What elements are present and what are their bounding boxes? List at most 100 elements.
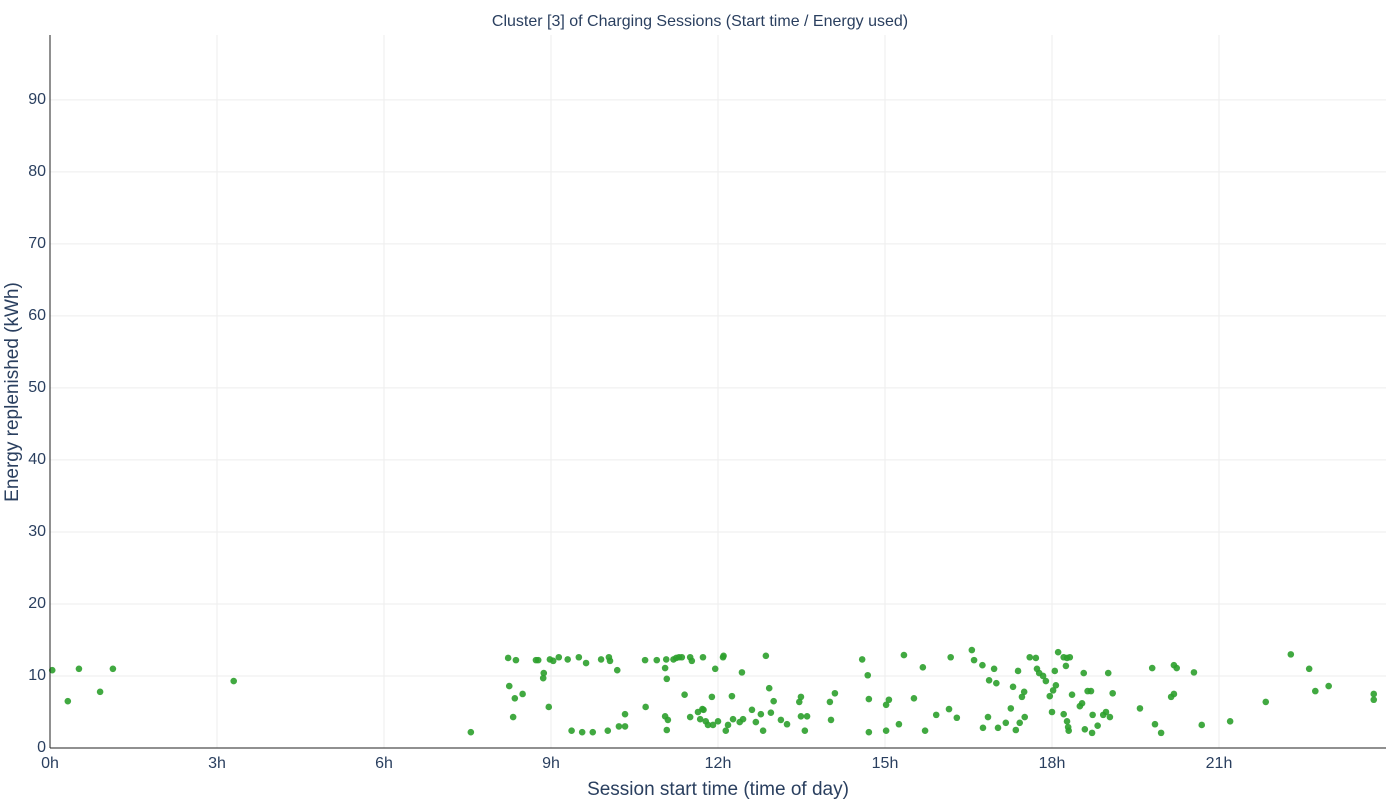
point: [1060, 710, 1067, 718]
point: [1170, 690, 1178, 698]
point: [1312, 687, 1319, 695]
point: [1046, 692, 1054, 700]
point: [1226, 718, 1234, 725]
point: [575, 653, 583, 661]
point: [582, 659, 590, 667]
point: [230, 677, 237, 685]
point: [729, 715, 737, 723]
point: [661, 664, 669, 672]
point: [865, 695, 873, 703]
point: [985, 677, 993, 684]
point: [826, 698, 834, 706]
point: [1066, 653, 1074, 661]
point: [993, 679, 1000, 687]
point: [1009, 683, 1017, 691]
point: [621, 723, 629, 730]
point: [979, 661, 986, 669]
point: [549, 657, 557, 665]
point: [728, 692, 736, 700]
point: [642, 703, 649, 711]
point: [994, 724, 1002, 732]
point: [968, 646, 976, 654]
point: [770, 697, 777, 705]
point: [711, 665, 719, 673]
point: [615, 723, 623, 730]
point: [696, 715, 704, 723]
point: [1173, 664, 1180, 672]
point: [1370, 690, 1378, 698]
point: [1048, 708, 1056, 716]
point: [1039, 672, 1047, 680]
point: [1021, 713, 1029, 721]
point: [762, 652, 770, 660]
point: [75, 665, 83, 673]
point: [953, 714, 961, 722]
point: [534, 656, 542, 664]
point: [882, 701, 890, 709]
point: [831, 689, 839, 697]
x-tick-label: 9h: [542, 755, 560, 772]
y-tick-label: 60: [28, 307, 46, 324]
point: [519, 690, 526, 698]
point: [1026, 653, 1034, 661]
point: [864, 671, 872, 679]
point: [568, 727, 575, 735]
x-axis-title: Session start time (time of day): [587, 779, 849, 800]
point: [1088, 729, 1096, 737]
point: [919, 664, 927, 671]
y-tick-label: 0: [37, 739, 46, 756]
point: [801, 727, 809, 735]
point: [1018, 693, 1026, 701]
point: [512, 656, 520, 664]
point: [1052, 682, 1060, 689]
point: [48, 666, 56, 674]
point: [604, 727, 612, 735]
point: [720, 652, 727, 660]
point: [1104, 669, 1112, 677]
x-tick-label: 21h: [1206, 755, 1233, 772]
point: [1136, 705, 1144, 712]
point: [752, 718, 760, 726]
point: [545, 703, 553, 711]
point: [797, 693, 805, 701]
point: [96, 688, 104, 696]
point: [1007, 705, 1015, 712]
point: [109, 665, 117, 673]
point: [1325, 682, 1332, 690]
point: [1062, 662, 1070, 670]
y-tick-label: 30: [28, 523, 46, 540]
x-tick-label: 3h: [208, 755, 226, 772]
point: [921, 727, 929, 735]
point: [467, 728, 475, 736]
point: [714, 718, 722, 725]
point: [984, 713, 992, 721]
point: [1049, 687, 1057, 694]
point: [1068, 691, 1076, 699]
point: [664, 716, 672, 724]
x-tick-label: 6h: [375, 755, 393, 772]
point: [1042, 677, 1050, 685]
point: [1106, 713, 1114, 721]
point: [653, 656, 661, 664]
point: [578, 728, 586, 736]
point: [1065, 727, 1072, 735]
point: [783, 720, 791, 728]
point: [724, 721, 732, 729]
point: [1157, 729, 1165, 737]
point: [709, 721, 717, 729]
point: [1078, 700, 1086, 707]
point: [1262, 698, 1270, 706]
point: [555, 653, 563, 661]
point: [1002, 719, 1010, 727]
point: [509, 713, 517, 721]
point: [686, 713, 694, 721]
x-tick-label: 0h: [41, 755, 59, 772]
point: [1080, 669, 1088, 677]
point: [947, 653, 954, 661]
point: [1014, 667, 1022, 675]
point: [932, 711, 940, 719]
point: [1012, 726, 1020, 734]
point: [1054, 648, 1062, 656]
